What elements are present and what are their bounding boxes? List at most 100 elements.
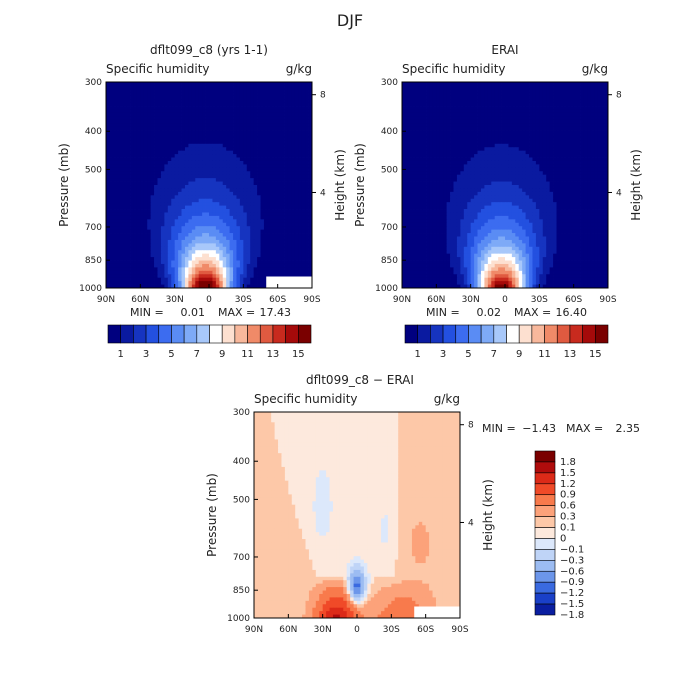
field-cell: [116, 215, 121, 220]
field-cell: [260, 215, 265, 220]
field-cell: [263, 198, 268, 203]
field-cell: [270, 185, 275, 189]
field-cell: [147, 109, 152, 114]
field-cell: [219, 219, 224, 224]
field-cell: [143, 246, 148, 251]
field-cell: [274, 250, 279, 255]
field-cell: [501, 140, 506, 145]
field-cell: [174, 229, 179, 234]
field-cell: [422, 130, 427, 134]
field-cell: [284, 130, 289, 134]
field-cell: [198, 246, 203, 251]
field-cell: [188, 202, 193, 206]
field-cell: [511, 82, 516, 86]
field-cell: [559, 154, 564, 158]
field-cell: [467, 133, 472, 138]
field-cell: [181, 143, 186, 148]
field-cell: [160, 267, 165, 272]
field-cell: [277, 116, 282, 121]
field-cell: [133, 226, 138, 231]
field-cell: [112, 160, 117, 165]
field-cell: [298, 274, 303, 279]
field-cell: [209, 236, 213, 241]
field-cell: [305, 143, 309, 148]
field-cell: [178, 191, 182, 196]
field-cell: [246, 270, 251, 275]
field-cell: [604, 147, 608, 152]
field-cell: [408, 143, 413, 148]
field-cell: [294, 185, 299, 189]
field-cell: [112, 143, 117, 148]
field-cell: [291, 150, 296, 155]
field-cell: [236, 85, 241, 90]
field-cell: [222, 243, 227, 248]
field-cell: [133, 119, 138, 124]
field-cell: [450, 147, 454, 152]
field-cell: [250, 257, 255, 261]
field-cell: [294, 140, 299, 145]
field-cell: [580, 106, 585, 110]
field-cell: [402, 88, 406, 93]
field-cell: [160, 229, 165, 234]
field-cell: [308, 167, 312, 172]
field-cell: [491, 92, 496, 97]
field-cell: [160, 133, 165, 138]
field-cell: [281, 198, 285, 203]
field-cell: [150, 150, 155, 155]
field-cell: [219, 202, 224, 206]
field-cell: [559, 130, 564, 134]
field-cell: [287, 85, 292, 90]
field-cell: [287, 270, 292, 275]
field-cell: [284, 243, 289, 248]
field-cell: [147, 205, 152, 210]
field-cell: [277, 236, 282, 241]
field-cell: [432, 140, 437, 145]
field-cell: [553, 88, 557, 93]
field-cell: [202, 181, 206, 186]
field-cell: [253, 274, 258, 279]
field-cell: [195, 239, 200, 244]
field-cell: [195, 160, 200, 165]
field-cell: [116, 102, 121, 107]
field-cell: [130, 157, 134, 162]
field-cell: [284, 164, 289, 169]
field-cell: [298, 229, 303, 234]
field-cell: [239, 236, 244, 241]
field-cell: [463, 99, 468, 103]
field-cell: [305, 123, 309, 128]
field-cell: [191, 212, 196, 217]
field-cell: [188, 99, 193, 103]
field-cell: [212, 219, 217, 224]
field-cell: [301, 150, 306, 155]
field-cell: [171, 277, 176, 282]
field-cell: [126, 174, 131, 179]
field-cell: [546, 150, 551, 155]
field-cell: [525, 112, 530, 117]
field-cell: [171, 198, 176, 203]
field-cell: [432, 116, 437, 121]
field-cell: [597, 85, 602, 90]
field-cell: [112, 99, 117, 103]
field-cell: [205, 99, 210, 103]
field-cell: [559, 85, 564, 90]
field-cell: [160, 126, 165, 131]
field-cell: [439, 88, 444, 93]
field-cell: [174, 205, 179, 210]
field-cell: [150, 181, 155, 186]
field-cell: [274, 257, 279, 261]
field-cell: [160, 198, 165, 203]
field-cell: [226, 185, 230, 189]
field-cell: [147, 133, 152, 138]
field-cell: [250, 267, 255, 272]
field-cell: [136, 143, 141, 148]
field-cell: [222, 181, 227, 186]
field-cell: [147, 185, 152, 189]
field-cell: [580, 140, 585, 145]
field-cell: [154, 88, 158, 93]
field-cell: [222, 188, 227, 193]
field-cell: [178, 253, 182, 258]
field-cell: [174, 274, 179, 279]
field-cell: [116, 233, 121, 237]
field-cell: [233, 263, 237, 268]
field-cell: [412, 95, 417, 100]
